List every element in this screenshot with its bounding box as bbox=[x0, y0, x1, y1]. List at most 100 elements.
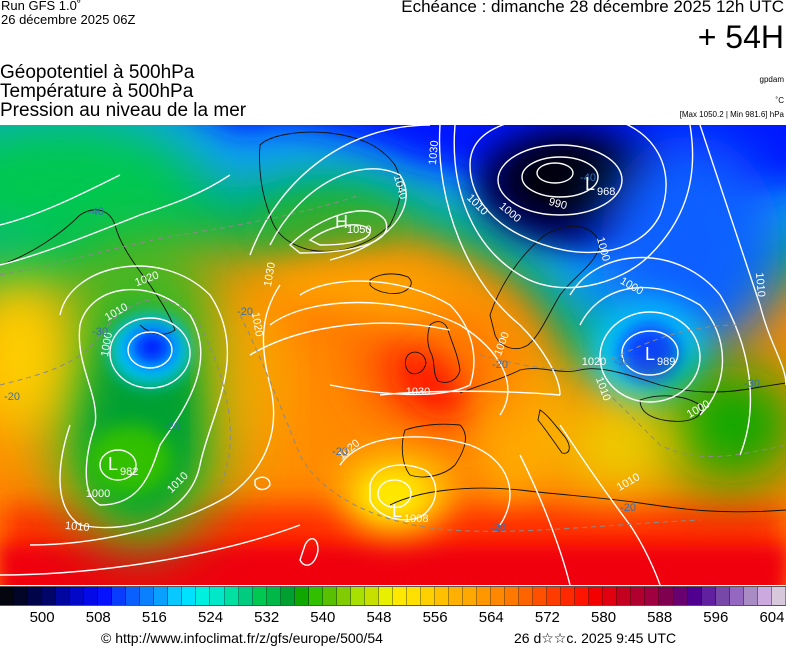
colorbar-cell bbox=[140, 587, 155, 605]
colorbar-tick-label: 588 bbox=[647, 609, 673, 626]
colorbar-tick-label: 500 bbox=[29, 609, 55, 626]
colorbar-cell bbox=[406, 587, 421, 605]
colorbar-cell bbox=[112, 587, 127, 605]
isotherm-label: -20 bbox=[492, 359, 508, 371]
colorbar-tick-label: 596 bbox=[703, 609, 729, 626]
isotherm-label: -20 bbox=[332, 446, 348, 458]
pressure-center-letter: L bbox=[645, 344, 655, 364]
colorbar-cell bbox=[575, 587, 590, 605]
colorbar-cell bbox=[350, 587, 365, 605]
isotherm-label: -20 bbox=[237, 306, 253, 318]
colorbar-cell bbox=[266, 587, 281, 605]
run-title: Run GFS 1.0˚ bbox=[1, 0, 82, 13]
colorbar-cell bbox=[210, 587, 225, 605]
colorbar-tick-label: 604 bbox=[759, 609, 785, 626]
low-pressure-center: L 982 bbox=[108, 454, 138, 478]
isobar-label: 1000 bbox=[86, 488, 110, 500]
pressure-center-value: 989 bbox=[657, 356, 675, 368]
colorbar-cell bbox=[603, 587, 618, 605]
pressure-center-value: 982 bbox=[120, 466, 138, 478]
colorbar-cell bbox=[378, 587, 393, 605]
colorbar-tick-label: 548 bbox=[366, 609, 392, 626]
colorbar-cell bbox=[56, 587, 71, 605]
weather-map: 1020 1010 1000 1000 1010 1010 1030 1020 1040 1030… bbox=[0, 125, 786, 585]
colorbar-cell bbox=[617, 587, 632, 605]
isotherm-label: -30 bbox=[744, 378, 760, 390]
pressure-center-letter: L bbox=[108, 454, 118, 474]
colorbar-cell bbox=[449, 587, 464, 605]
colorbar-cell bbox=[687, 587, 702, 605]
colorbar-cell bbox=[364, 587, 379, 605]
colorbar-cell bbox=[238, 587, 253, 605]
colorbar-cell bbox=[322, 587, 337, 605]
colorbar-tick-label: 564 bbox=[478, 609, 504, 626]
colorbar bbox=[0, 586, 786, 606]
pressure-center-letter: L bbox=[392, 501, 402, 521]
colorbar-cell bbox=[196, 587, 211, 605]
isobar-label: 1020 bbox=[249, 311, 265, 337]
colorbar-cell bbox=[252, 587, 267, 605]
colorbar-cell bbox=[673, 587, 688, 605]
low-pressure-center: L 1008 bbox=[392, 501, 428, 525]
colorbar-cell bbox=[392, 587, 407, 605]
temperature-labels: -40 -30 -20 -20 -20 -20 -20 -20 -20 -30 -30 -40 bbox=[4, 172, 760, 534]
param-mslp: Pression au niveau de la mer bbox=[0, 100, 247, 121]
colorbar-cell bbox=[294, 587, 309, 605]
colorbar-labels: 500 508 516 524 532 540 548 556 564 572 580 588 596 6… bbox=[0, 609, 786, 627]
colorbar-cell bbox=[280, 587, 295, 605]
generated-timestamp: 26 d☆☆c. 2025 9:45 UTC bbox=[514, 630, 677, 646]
colorbar-cell bbox=[701, 587, 716, 605]
isotherm-label: -20 bbox=[620, 502, 636, 514]
colorbar-cell bbox=[42, 587, 57, 605]
lead-time: + 54H bbox=[697, 19, 784, 55]
colorbar-tick-label: 556 bbox=[422, 609, 448, 626]
param-temperature: Température à 500hPa bbox=[0, 81, 194, 102]
colorbar-tick-label: 532 bbox=[254, 609, 280, 626]
credit-url[interactable]: © http://www.infoclimat.fr/z/gfs/europe/… bbox=[101, 630, 383, 646]
colorbar-cell bbox=[182, 587, 197, 605]
pressure-center-value: 1050 bbox=[347, 224, 371, 236]
isobar-label: 1030 bbox=[406, 386, 430, 398]
colorbar-cell bbox=[491, 587, 506, 605]
isotherms bbox=[0, 194, 786, 532]
colorbar-cell bbox=[477, 587, 492, 605]
colorbar-cell bbox=[14, 587, 29, 605]
colorbar-cell bbox=[0, 587, 15, 605]
pressure-center-letter: L bbox=[585, 174, 595, 194]
colorbar-cell bbox=[463, 587, 478, 605]
low-pressure-center: L 968 bbox=[585, 174, 615, 198]
isobar-label: 1010 bbox=[65, 520, 90, 534]
unit-geopotential: gpdam bbox=[759, 75, 784, 84]
colorbar-cell bbox=[743, 587, 758, 605]
forecast-valid-time: Echéance : dimanche 28 décembre 2025 12h… bbox=[401, 0, 784, 16]
colorbar-cell bbox=[505, 587, 520, 605]
isotherm-label: -30 bbox=[614, 356, 630, 368]
isobar-label: 1000 bbox=[99, 331, 115, 357]
colorbar-tick-label: 508 bbox=[85, 609, 111, 626]
colorbar-cell bbox=[757, 587, 772, 605]
unit-mslp-range: [Max 1050.2 | Min 981.6] hPa bbox=[679, 110, 784, 119]
isobar-label: 1020 bbox=[582, 356, 606, 368]
colorbar-cell bbox=[420, 587, 435, 605]
colorbar-cell bbox=[154, 587, 169, 605]
colorbar-tick-label: 540 bbox=[310, 609, 336, 626]
colorbar-cell bbox=[715, 587, 730, 605]
coastlines bbox=[0, 131, 786, 513]
isotherm-label: -20 bbox=[4, 391, 20, 403]
unit-temperature: ˚C bbox=[775, 96, 784, 105]
isotherm-label: -20 bbox=[164, 421, 180, 433]
colorbar-cell bbox=[98, 587, 113, 605]
isobars bbox=[0, 125, 786, 585]
colorbar-cell bbox=[547, 587, 562, 605]
isotherm-label: -20 bbox=[490, 522, 506, 534]
colorbar-cell bbox=[645, 587, 660, 605]
colorbar-cell bbox=[434, 587, 449, 605]
isobar-label: 1010 bbox=[753, 272, 767, 297]
geopotential-field bbox=[0, 125, 786, 550]
colorbar-cell bbox=[631, 587, 646, 605]
pressure-center-letter: H bbox=[335, 212, 348, 232]
colorbar-cell bbox=[84, 587, 99, 605]
isotherm-label: -30 bbox=[92, 326, 108, 338]
